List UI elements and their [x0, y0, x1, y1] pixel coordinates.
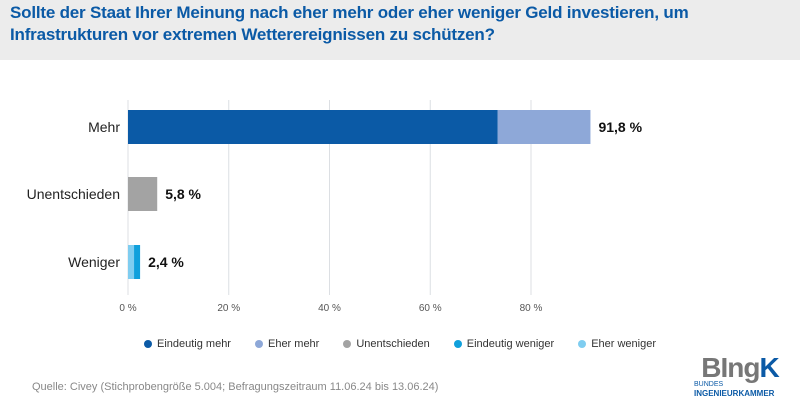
- x-tick-label: 0 %: [119, 303, 136, 314]
- x-tick-label: 80 %: [520, 303, 543, 314]
- bar-chart: 0 % 20 % 40 % 60 % 80 % Mehr 91,8 % Unentschied…: [27, 100, 643, 314]
- value-label: 91,8 %: [598, 119, 642, 135]
- logo-sub2: INGENIEURKAMMER: [694, 389, 775, 398]
- logo-text-k: K: [759, 352, 779, 383]
- legend-dot-icon: [578, 340, 587, 348]
- x-tick-label: 40 %: [318, 303, 341, 314]
- legend-label: Unentschieden: [356, 338, 430, 350]
- chart-title: Sollte der Staat Ihrer Meinung nach eher…: [10, 3, 689, 44]
- bingk-logo: BIngK BUNDES INGENIEURKAMMER: [690, 352, 790, 399]
- bar-segment: [128, 110, 498, 144]
- category-label: Weniger: [68, 254, 120, 270]
- legend-item: Eindeutig weniger: [453, 338, 555, 350]
- bar-segment: [134, 245, 141, 279]
- legend-item: Eindeutig mehr: [143, 338, 231, 350]
- bar-segment: [128, 245, 135, 279]
- value-label: 5,8 %: [165, 186, 201, 202]
- value-label: 2,4 %: [148, 254, 184, 270]
- legend-label: Eindeutig mehr: [156, 338, 231, 350]
- category-label: Mehr: [88, 119, 120, 135]
- source-note: Quelle: Civey (Stichprobengröße 5.004; B…: [32, 381, 439, 393]
- title-band: [0, 0, 800, 60]
- x-tick-label: 20 %: [217, 303, 240, 314]
- legend-dot-icon: [343, 340, 352, 348]
- legend-dot-icon: [453, 340, 462, 348]
- bar-segment: [497, 110, 591, 144]
- legend-item: Eher weniger: [578, 338, 656, 350]
- legend: Eindeutig mehr Eher mehr Unentschieden Eind…: [0, 338, 800, 350]
- legend-item: Eher mehr: [254, 338, 320, 350]
- logo-text: BIng: [701, 352, 760, 383]
- category-label: Unentschieden: [27, 186, 120, 202]
- legend-label: Eindeutig weniger: [466, 338, 555, 350]
- legend-dot-icon: [143, 340, 152, 348]
- bar-segment: [128, 177, 158, 211]
- legend-item: Unentschieden: [343, 338, 430, 350]
- logo-sub1: BUNDES: [694, 381, 724, 388]
- legend-label: Eher weniger: [591, 338, 657, 350]
- legend-label: Eher mehr: [267, 338, 320, 350]
- legend-dot-icon: [254, 340, 263, 348]
- x-tick-label: 60 %: [419, 303, 442, 314]
